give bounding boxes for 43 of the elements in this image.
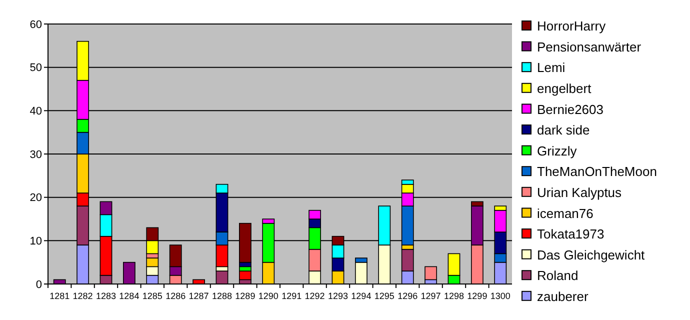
x-tick-label: 1297 — [420, 291, 441, 301]
legend-label: Lemi — [537, 60, 566, 76]
x-tick-label: 1291 — [282, 291, 302, 301]
legend-label: engelbert — [537, 80, 592, 96]
x-tick-label: 1281 — [50, 291, 70, 301]
x-tick-label: 1294 — [351, 291, 372, 301]
x-tick-label: 1293 — [328, 291, 348, 301]
x-tick-label: 1300 — [490, 291, 510, 301]
legend-label: Grizzly — [537, 143, 578, 158]
x-tick-label: 1283 — [96, 291, 116, 301]
y-tick-label: 0 — [36, 278, 42, 291]
x-tick-label: 1296 — [398, 291, 418, 301]
x-tick-label: 1298 — [444, 291, 464, 301]
x-tick-label: 1290 — [258, 291, 278, 301]
legend-label: Das Gleichgewicht — [537, 247, 646, 262]
x-tick-label: 1295 — [374, 291, 394, 301]
x-tick-label: 1284 — [119, 291, 140, 301]
legend-label: HorrorHarry — [537, 18, 606, 34]
legend-label: dark side — [537, 122, 590, 138]
x-tick-label: 1299 — [467, 291, 488, 301]
legend-label: Tokata1973 — [537, 226, 604, 242]
legend-label: Bernie2603 — [537, 102, 604, 117]
legend-label: Roland — [537, 268, 578, 284]
x-tick-label: 1286 — [166, 291, 186, 301]
legend-label: zauberer — [537, 288, 589, 304]
x-tick-label: 1288 — [212, 291, 232, 301]
legend-label: Pensionsanwärter — [537, 39, 642, 54]
legend-label: Urian Kalyptus — [537, 184, 622, 200]
legend-label: TheManOnTheMoon — [537, 164, 657, 180]
y-tick-label: 40 — [30, 106, 42, 118]
bar — [239, 270, 252, 280]
y-tick-label: 10 — [30, 236, 42, 248]
y-tick-label: 20 — [30, 192, 42, 204]
y-tick-label: 60 — [30, 18, 42, 31]
y-tick-label: 30 — [30, 148, 42, 161]
bar — [424, 266, 437, 280]
legend-label: iceman76 — [537, 206, 594, 221]
x-tick-label: 1285 — [142, 291, 162, 301]
x-tick-label: 1292 — [304, 291, 325, 301]
x-tick-label: 1282 — [72, 291, 93, 301]
y-tick-label: 50 — [30, 62, 42, 74]
x-tick-label: 1287 — [188, 291, 209, 301]
x-tick-label: 1289 — [235, 291, 256, 301]
